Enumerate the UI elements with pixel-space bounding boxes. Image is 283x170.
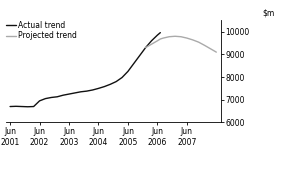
Actual trend [138,55,142,57]
Actual trend [38,100,41,102]
Projected trend [179,36,183,38]
Actual trend [109,83,112,85]
Actual trend [50,96,53,98]
Actual trend [8,106,12,108]
Actual trend [120,76,124,79]
Actual trend [79,91,82,93]
Projected trend [203,44,206,46]
Projected trend [197,41,200,43]
Projected trend [162,37,165,39]
Projected trend [159,38,162,40]
Actual trend [132,62,136,64]
Projected trend [168,36,171,38]
Actual trend [55,96,59,98]
Projected trend [215,51,218,53]
Legend: Actual trend, Projected trend: Actual trend, Projected trend [7,21,77,40]
Projected trend [185,37,188,39]
Actual trend [67,93,71,95]
Actual trend [144,47,147,49]
Projected trend [144,47,147,49]
Actual trend [103,86,106,88]
Projected trend [150,43,153,45]
Actual trend [97,87,100,89]
Y-axis label: $m: $m [262,8,274,17]
Actual trend [85,90,88,92]
Actual trend [114,81,118,83]
Line: Projected trend: Projected trend [146,36,216,52]
Projected trend [209,48,212,50]
Actual trend [61,94,65,96]
Projected trend [191,39,194,41]
Actual trend [91,89,94,91]
Actual trend [26,106,29,108]
Projected trend [173,35,177,37]
Actual trend [20,106,23,108]
Actual trend [159,32,162,34]
Actual trend [156,34,159,36]
Line: Actual trend: Actual trend [10,33,160,107]
Actual trend [44,98,47,100]
Actual trend [14,105,18,107]
Actual trend [32,106,35,108]
Projected trend [156,40,159,42]
Actual trend [126,70,130,72]
Actual trend [150,40,153,42]
Actual trend [73,92,77,94]
